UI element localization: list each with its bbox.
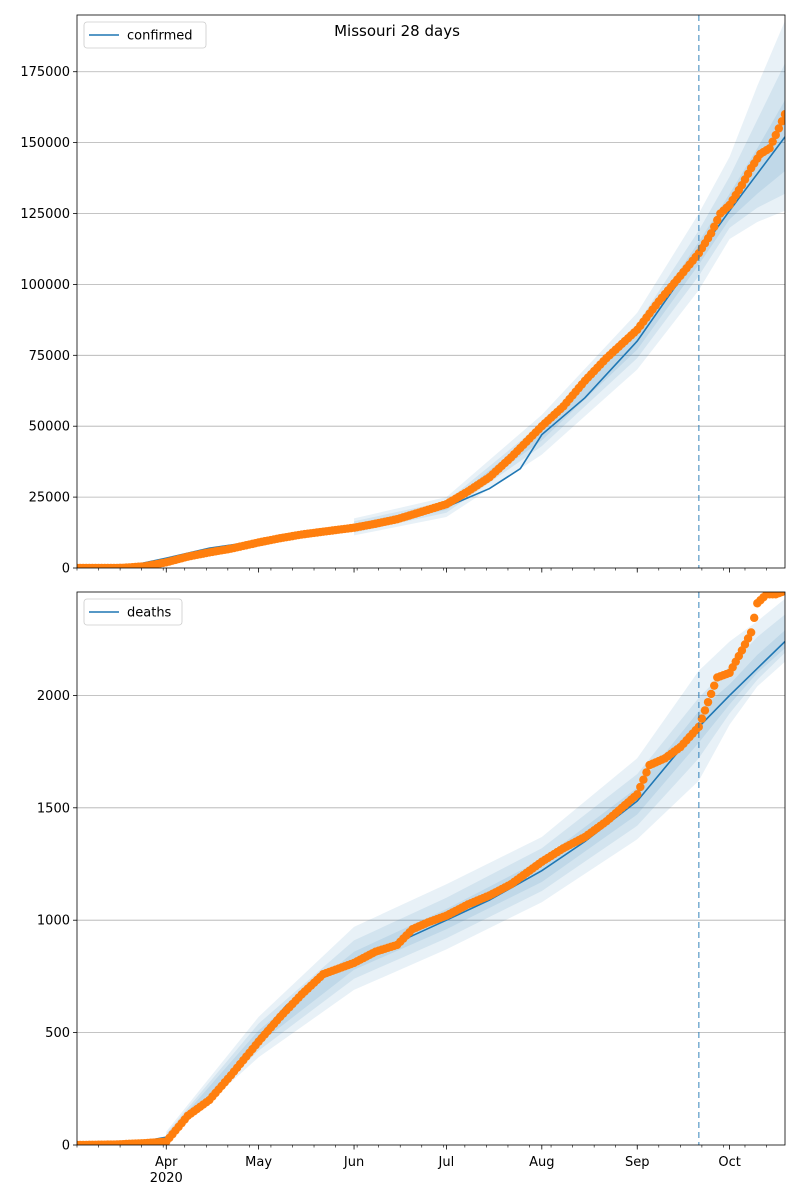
- observed-point: [746, 628, 756, 637]
- observed-point: [768, 137, 777, 146]
- observed-point: [774, 124, 784, 133]
- y-tick-label: 125000: [20, 207, 70, 222]
- observed-point: [633, 790, 642, 799]
- y-tick-label: 2000: [37, 689, 70, 704]
- y-tick-label: 0: [62, 562, 70, 577]
- axes-frame: [76, 591, 786, 1146]
- uncertainty-band-0: [166, 598, 785, 1141]
- legend-box: [83, 21, 207, 49]
- x-tick-label: May: [245, 1155, 272, 1170]
- legend: deaths: [83, 598, 183, 626]
- plot-area: [77, 20, 785, 568]
- legend: confirmed: [83, 21, 207, 49]
- uncertainty-band-2: [354, 100, 785, 530]
- x-tick-label: Jun: [343, 1155, 364, 1170]
- y-tick-label: 175000: [20, 65, 70, 80]
- confirmed-panel: 0 25000 50000 75000 100000 125000 150000 175000…: [20, 14, 786, 577]
- observed-point: [706, 689, 716, 699]
- observed-point: [777, 592, 785, 597]
- observed-point: [639, 775, 648, 784]
- y-tick-label: 50000: [29, 420, 70, 435]
- legend-label: confirmed: [127, 29, 193, 44]
- y-tick-label: 1000: [37, 914, 70, 929]
- x-tick-label: Apr: [155, 1155, 178, 1170]
- uncertainty-band-1: [354, 63, 785, 533]
- observed-point: [642, 768, 651, 777]
- y-tick-label: 25000: [29, 491, 70, 506]
- observed-point: [777, 117, 785, 126]
- observed-point: [636, 782, 645, 792]
- observed-point: [703, 697, 713, 707]
- chart-title: Missouri 28 days: [334, 22, 460, 40]
- uncertainty-band-0: [354, 20, 785, 536]
- observed-point: [706, 229, 716, 238]
- observed-point: [700, 706, 710, 715]
- observed-point: [750, 613, 759, 623]
- x-tick-year-label: 2020: [150, 1171, 183, 1186]
- y-tick-label: 1500: [37, 801, 70, 816]
- y-tick-label: 500: [45, 1026, 70, 1041]
- observed-point: [713, 215, 722, 225]
- observed-point: [765, 144, 774, 153]
- y-tick-label: 0: [62, 1139, 70, 1154]
- legend-box: [83, 598, 183, 626]
- y-tick-label: 75000: [29, 349, 70, 364]
- observed-point: [780, 110, 785, 119]
- x-tick-label: Oct: [718, 1155, 740, 1170]
- y-tick-label: 100000: [20, 278, 70, 293]
- y-tick-label: 150000: [20, 136, 70, 151]
- plot-area: [77, 592, 785, 1145]
- x-tick-label: Aug: [529, 1155, 554, 1170]
- observed-point: [771, 130, 780, 140]
- observed-point: [697, 714, 707, 723]
- legend-label: deaths: [127, 606, 172, 621]
- axes-frame: [76, 14, 786, 569]
- observed-point: [710, 681, 719, 690]
- x-tick-label: Sep: [625, 1155, 650, 1170]
- observed-point: [710, 222, 719, 231]
- deaths-panel: 0 500 1000 1500 2000 deaths: [37, 591, 786, 1154]
- x-tick-label: Jul: [438, 1155, 455, 1170]
